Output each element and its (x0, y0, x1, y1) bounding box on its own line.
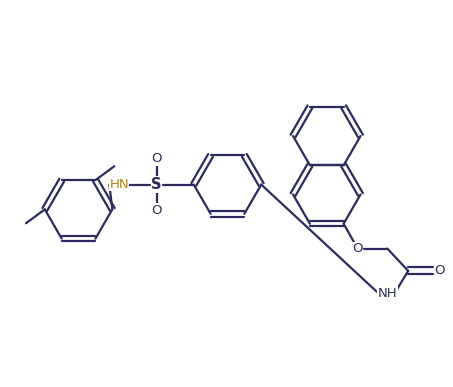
Text: O: O (151, 204, 162, 217)
Text: NH: NH (377, 287, 397, 300)
Text: HN: HN (110, 178, 129, 191)
Text: O: O (434, 264, 445, 277)
Text: O: O (352, 242, 363, 255)
Text: S: S (151, 177, 162, 192)
Text: O: O (151, 152, 162, 165)
